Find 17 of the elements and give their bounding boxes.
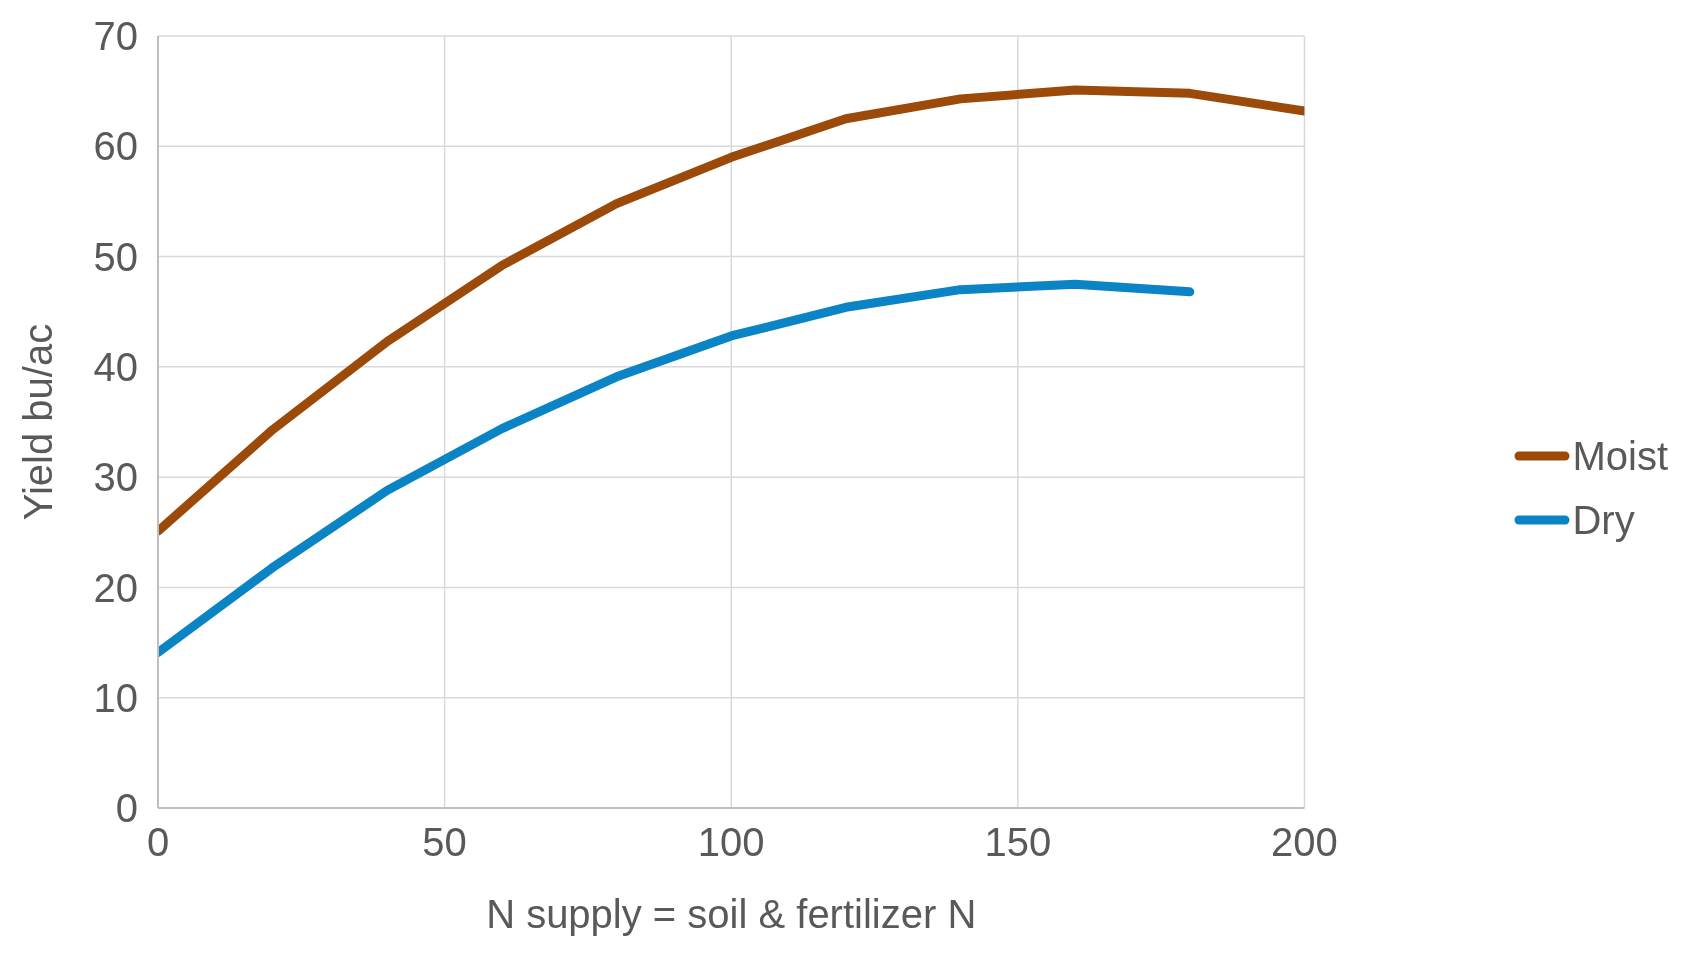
x-tick-label: 50 bbox=[422, 820, 467, 865]
x-tick-label: 150 bbox=[984, 820, 1052, 865]
x-tick-label: 100 bbox=[697, 820, 765, 865]
y-tick-label: 20 bbox=[93, 565, 138, 610]
y-tick-label: 10 bbox=[93, 675, 138, 720]
y-tick-label: 70 bbox=[93, 14, 138, 59]
legend-label: Dry bbox=[1572, 497, 1635, 543]
y-tick-label: 30 bbox=[93, 455, 138, 500]
y-tick-label: 50 bbox=[93, 234, 138, 279]
x-tick-label: 0 bbox=[146, 820, 170, 865]
y-axis-title: Yield bu/ac bbox=[16, 323, 61, 521]
x-tick-label: 200 bbox=[1271, 820, 1338, 865]
y-tick-label: 40 bbox=[93, 345, 138, 390]
legend-label: Moist bbox=[1572, 433, 1668, 479]
y-tick-label: 60 bbox=[93, 124, 138, 169]
y-tick-label: 0 bbox=[115, 786, 138, 831]
x-axis-title: N supply = soil & fertilizer N bbox=[486, 892, 977, 936]
